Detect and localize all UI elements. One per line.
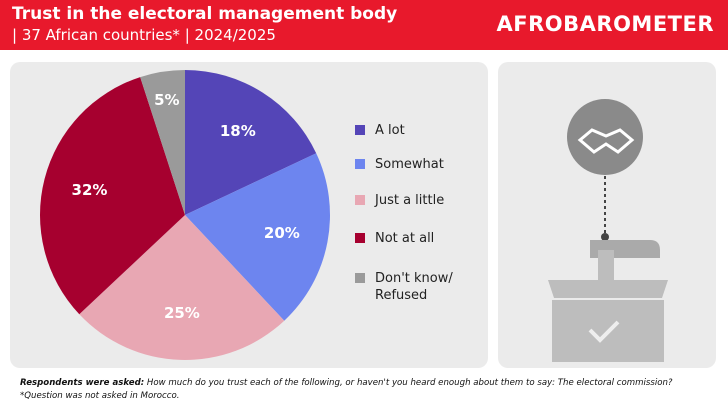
legend-swatch	[355, 273, 365, 283]
chart-subtitle: | 37 African countries* | 2024/2025	[12, 26, 276, 44]
legend-label: Just a little	[375, 193, 445, 208]
question-prefix: Respondents were asked:	[20, 378, 145, 388]
pie-slice	[185, 153, 330, 321]
brand-logo: AFROBAROMETER	[496, 12, 714, 36]
pie-slice	[39, 77, 185, 315]
data-label: 18%	[220, 122, 256, 140]
legend-label: Somewhat	[375, 157, 444, 172]
legend-swatch	[355, 125, 365, 135]
question-note: Respondents were asked: How much do you …	[20, 378, 672, 388]
legend-item: A lot	[355, 122, 465, 139]
footnote: *Question was not asked in Morocco.	[20, 391, 180, 401]
legend-swatch	[355, 159, 365, 169]
pie-slice	[140, 70, 185, 215]
legend-label: Don't know/ Refused	[375, 271, 453, 303]
data-label: 25%	[164, 304, 200, 322]
data-label: 20%	[264, 224, 300, 242]
legend-label: A lot	[375, 123, 405, 138]
box-lid	[548, 280, 668, 298]
legend-swatch	[355, 233, 365, 243]
check	[588, 320, 620, 343]
data-label: 32%	[72, 181, 108, 199]
question: How much do you trust each of the follow…	[146, 378, 673, 388]
pie-slice	[79, 215, 285, 361]
handshake-shape	[577, 128, 635, 154]
legend-item: Just a little	[355, 192, 465, 209]
legend-swatch	[355, 195, 365, 205]
dot	[601, 233, 609, 241]
legend-item: Don't know/ Refused	[355, 270, 465, 304]
legend-item: Not at all	[355, 230, 465, 247]
legend-item: Somewhat	[355, 156, 465, 173]
data-label: 5%	[154, 91, 179, 109]
header: Trust in the electoral management body |…	[0, 0, 728, 50]
legend-label: Not at all	[375, 231, 435, 246]
chart-title: Trust in the electoral management body	[12, 4, 398, 24]
pie-slice	[185, 70, 317, 215]
